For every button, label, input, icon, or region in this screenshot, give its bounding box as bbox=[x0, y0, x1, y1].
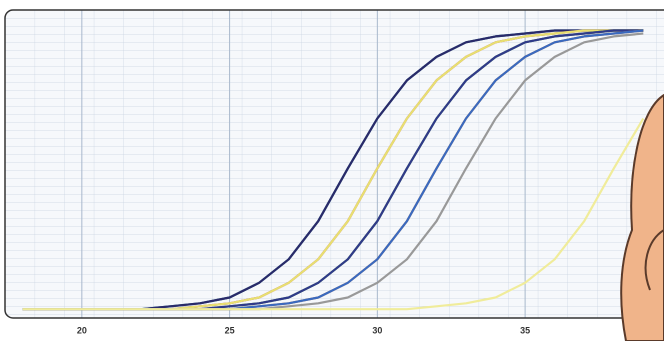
amplification-curve bbox=[22, 117, 645, 311]
x-tick-label: 30 bbox=[372, 325, 382, 335]
plot-area bbox=[22, 10, 645, 318]
x-tick-label: 20 bbox=[77, 325, 87, 335]
x-tick-label: 25 bbox=[225, 325, 235, 335]
x-tick-label: 35 bbox=[520, 325, 530, 335]
plot-border bbox=[4, 9, 664, 319]
hand-illustration-line bbox=[644, 229, 664, 291]
minor-grid bbox=[5, 10, 664, 318]
hand-illustration bbox=[620, 93, 664, 341]
